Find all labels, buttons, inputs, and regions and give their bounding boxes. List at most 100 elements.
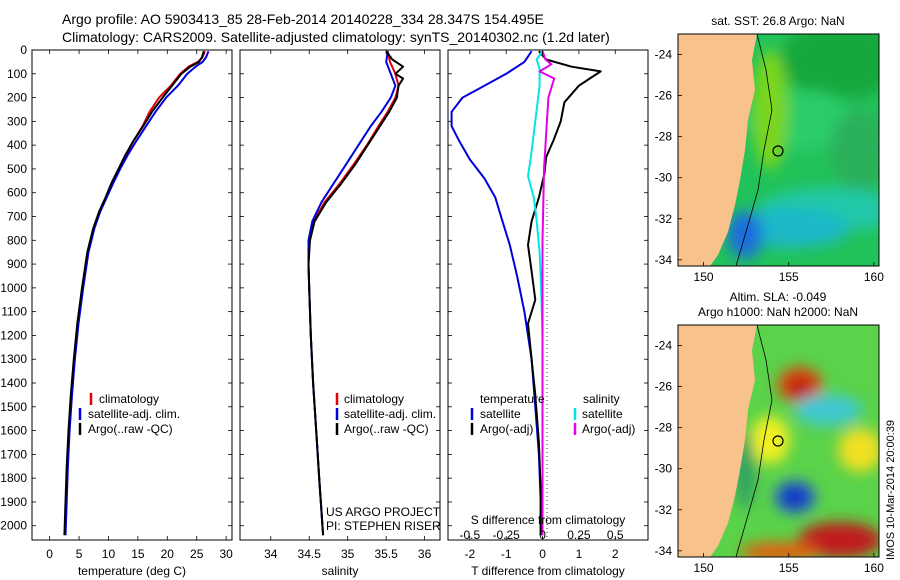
lat-tick-label: -32 (655, 503, 673, 517)
s-diff-tick-label: -0.5 (459, 528, 480, 542)
argo-location-marker (772, 145, 784, 157)
lat-tick-label: -24 (655, 48, 673, 62)
sla-map-title1: Altim. SLA: -0.049 (730, 290, 827, 304)
legend-argo-raw: Argo(..raw -QC) (88, 422, 173, 436)
land-mass-2 (678, 325, 757, 557)
series-line-2-1 (527, 50, 602, 536)
t-diff-xlabel: T difference from climatology (471, 564, 625, 578)
x-tick-label: -2 (464, 547, 475, 561)
x-tick-label: 0 (539, 547, 546, 561)
x-tick-label: 34.5 (298, 547, 322, 561)
sla-map: Altim. SLA: -0.049 Argo h1000: NaN h2000… (655, 290, 885, 575)
depth-tick-label: 400 (7, 138, 27, 152)
lat-tick-label: -34 (655, 544, 673, 558)
depth-tick-label: 1400 (0, 376, 27, 390)
header-line1: Argo profile: AO 5903413_85 28-Feb-2014 … (62, 11, 544, 27)
series-line-1-0 (307, 50, 400, 536)
series-line-0-2 (63, 50, 205, 536)
legend-t-satellite: satellite (480, 407, 521, 421)
legend-climatology-s: climatology (344, 392, 404, 406)
depth-tick-label: 600 (7, 186, 27, 200)
temperature-legend: climatology satellite-adj. clim. Argo(..… (78, 392, 180, 436)
project-annotation-line2: PI: STEPHEN RISER (326, 519, 441, 533)
salinity-axes-frame (239, 49, 441, 541)
imos-watermark: IMOS 10-Mar-2014 20:00:39 (885, 420, 897, 560)
s-diff-tick-label: 0.25 (567, 528, 591, 542)
project-annotation-line1: US ARGO PROJECT (326, 505, 441, 519)
s-diff-tick-label: 0.5 (607, 528, 624, 542)
depth-tick-label: 800 (7, 233, 27, 247)
depth-tick-label: 1900 (0, 495, 27, 509)
lon-tick-label: 150 (694, 561, 714, 575)
s-diff-label: S difference from climatology (471, 513, 626, 527)
lat-tick-label: -30 (655, 171, 673, 185)
temperature-xlabel: temperature (deg C) (78, 564, 186, 578)
temperature-axes-frame (31, 49, 233, 541)
lat-tick-label: -28 (655, 421, 673, 435)
argo-location-marker-2 (772, 435, 784, 447)
lon-tick-label: 155 (779, 561, 799, 575)
x-tick-label: 36 (418, 547, 432, 561)
series-line-0-1 (64, 50, 210, 536)
salinity-panel: 34 34.5 35 35.5 36 salinity climatology sate… (239, 49, 441, 578)
series-line-0-0 (63, 50, 206, 536)
x-tick-label: 30 (219, 547, 233, 561)
legend-s-satellite: satellite (582, 407, 623, 421)
sst-map: sat. SST: 26.8 Argo: NaN -24 -26 -28 -30 -32… (655, 14, 885, 284)
legend-argo-raw-s: Argo(..raw -QC) (344, 422, 429, 436)
x-tick-label: 34 (264, 547, 278, 561)
sst-map-title: sat. SST: 26.8 Argo: NaN (711, 14, 844, 28)
sla-map-title2: Argo h1000: NaN h2000: NaN (698, 305, 858, 319)
x-tick-label: 1 (576, 547, 583, 561)
lat-tick-label: -34 (655, 253, 673, 267)
lon-tick-label: 160 (864, 270, 884, 284)
x-tick-label: 25 (190, 547, 204, 561)
depth-axis: 0 100 200 300 400 500 600 700 800 900 1000 1100 1200… (0, 43, 648, 533)
lat-tick-label: -24 (655, 339, 673, 353)
difference-legend: temperature salinity satellite Argo(-adj… (470, 392, 635, 436)
legend-s-argo: Argo(-adj) (582, 422, 635, 436)
s-diff-tick-label: 0 (539, 528, 546, 542)
lon-tick-label: 160 (864, 561, 884, 575)
x-tick-label: 2 (612, 547, 619, 561)
depth-tick-label: 1200 (0, 328, 27, 342)
header-line2: Climatology: CARS2009. Satellite-adjuste… (62, 29, 610, 45)
legend-t-argo: Argo(-adj) (480, 422, 533, 436)
depth-tick-label: 200 (7, 91, 27, 105)
lat-tick-label: -28 (655, 130, 673, 144)
salinity-legend: climatology satellite-adj. clim. Argo(..… (335, 392, 436, 436)
sst-map-frame (677, 33, 880, 267)
lat-tick-label: -30 (655, 462, 673, 476)
legend-satellite-adj-s: satellite-adj. clim. (344, 407, 436, 421)
lon-tick-label: 150 (694, 270, 714, 284)
legend-salinity-title: salinity (583, 392, 620, 406)
x-tick-label: 15 (131, 547, 145, 561)
depth-tick-label: 700 (7, 210, 27, 224)
x-tick-label: 5 (76, 547, 83, 561)
s-diff-tick-label: -0.25 (493, 528, 521, 542)
series-line-2-3 (538, 50, 556, 536)
temperature-panel: 0 5 10 15 20 25 30 temperature (deg C) climato… (31, 49, 233, 578)
depth-tick-label: 300 (7, 114, 27, 128)
x-tick-label: 35 (341, 547, 355, 561)
x-tick-label: 10 (102, 547, 116, 561)
series-line-1-2 (307, 50, 405, 536)
depth-tick-label: 100 (7, 67, 27, 81)
difference-panel: -2 -1 0 1 2 -0.5 -0.25 0 0.25 0.5 T difference f… (447, 49, 649, 578)
depth-tick-label: 500 (7, 162, 27, 176)
x-tick-label: 35.5 (374, 547, 398, 561)
legend-climatology: climatology (99, 392, 159, 406)
x-tick-label: 20 (161, 547, 175, 561)
x-tick-label: -1 (501, 547, 512, 561)
land-mass (678, 34, 757, 266)
legend-satellite-adj: satellite-adj. clim. (88, 407, 180, 421)
x-tick-label: 0 (46, 547, 53, 561)
legend-temperature-title: temperature (480, 392, 545, 406)
depth-tick-label: 1000 (0, 281, 27, 295)
depth-tick-label: 1700 (0, 447, 27, 461)
lat-tick-label: -26 (655, 89, 673, 103)
depth-tick-label: 0 (20, 43, 27, 57)
salinity-xlabel: salinity (322, 564, 359, 578)
lat-tick-label: -32 (655, 212, 673, 226)
